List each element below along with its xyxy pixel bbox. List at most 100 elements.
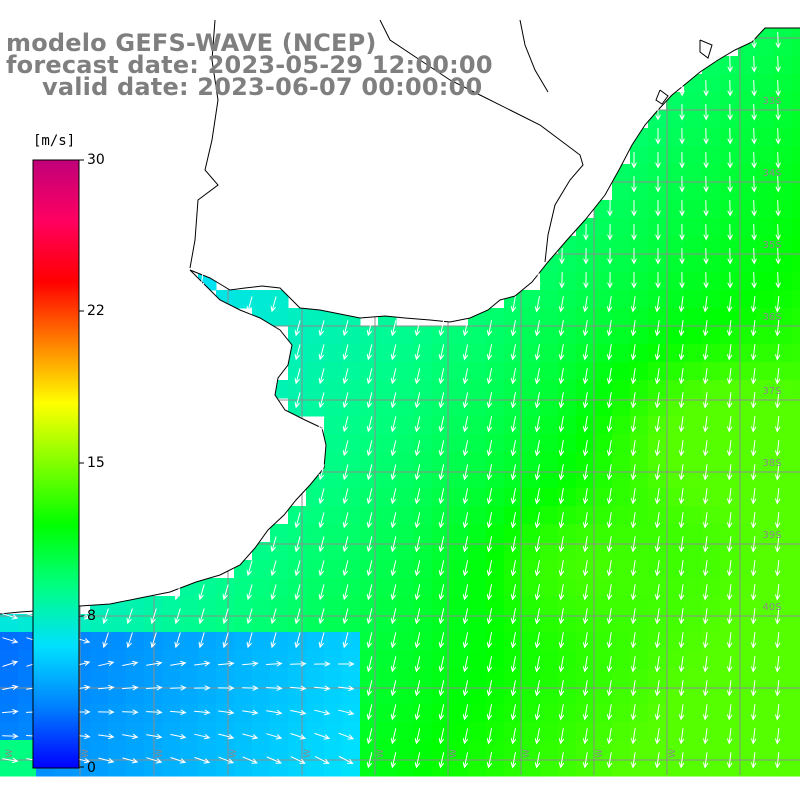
wind-arrow <box>486 488 492 505</box>
wind-speed-cell <box>648 164 667 183</box>
wind-speed-cell <box>198 740 217 759</box>
wind-arrow <box>655 224 661 241</box>
wind-arrow <box>242 709 259 716</box>
wind-speed-cell <box>702 110 721 129</box>
wind-speed-cell <box>324 398 343 417</box>
wind-speed-cell <box>396 398 415 417</box>
wind-speed-cell <box>450 668 469 687</box>
wind-speed-cell <box>702 146 721 165</box>
wind-speed-cell <box>720 164 739 183</box>
wind-speed-cell <box>576 578 595 597</box>
wind-speed-cell <box>630 650 649 669</box>
wind-arrow <box>126 608 133 625</box>
wind-speed-cell <box>684 164 703 183</box>
wind-arrow <box>630 704 637 721</box>
wind-speed-cell <box>180 668 199 687</box>
wind-speed-cell <box>666 650 685 669</box>
wind-arrow <box>775 608 781 625</box>
wind-speed-cell <box>756 308 775 327</box>
wind-speed-cell <box>450 506 469 525</box>
wind-speed-cell <box>414 380 433 399</box>
wind-speed-cell <box>486 308 505 327</box>
wind-arrow <box>2 757 19 764</box>
wind-speed-cell <box>792 20 800 39</box>
wind-speed-cell <box>612 596 631 615</box>
wind-arrow <box>727 656 733 673</box>
wind-speed-cell <box>630 218 649 237</box>
wind-arrow <box>703 176 709 193</box>
lagoon-line <box>655 89 669 105</box>
wind-speed-cell <box>540 596 559 615</box>
wind-speed-cell <box>306 326 325 345</box>
wind-speed-cell <box>594 236 613 255</box>
wind-speed-cell <box>144 668 163 687</box>
wind-arrow <box>174 632 181 649</box>
wind-arrow <box>534 632 541 649</box>
wind-speed-cell <box>468 578 487 597</box>
wind-arrow <box>654 416 661 433</box>
wind-speed-cell <box>486 740 505 759</box>
wind-speed-cell <box>558 362 577 381</box>
wind-arrow <box>751 368 757 385</box>
wind-speed-cell <box>432 686 451 705</box>
wind-speed-cell <box>648 560 667 579</box>
wind-speed-cell <box>180 650 199 669</box>
wind-speed-cell <box>468 398 487 417</box>
wind-speed-cell <box>378 362 397 381</box>
wind-speed-cell <box>486 452 505 471</box>
wind-speed-cell <box>684 362 703 381</box>
wind-speed-cell <box>756 398 775 417</box>
wind-speed-cell <box>594 290 613 309</box>
wind-speed-cell <box>234 578 253 597</box>
wind-arrow <box>727 488 733 505</box>
wind-speed-cell <box>144 686 163 705</box>
wind-arrow <box>703 128 709 145</box>
wind-arrow <box>630 440 637 457</box>
wind-speed-cell <box>684 110 703 129</box>
wind-speed-cell <box>720 488 739 507</box>
wind-speed-cell <box>324 470 343 489</box>
wind-speed-cell <box>792 362 800 381</box>
wind-speed-cell <box>324 578 343 597</box>
wind-arrow <box>558 728 565 745</box>
wind-arrow <box>678 632 685 649</box>
wind-speed-cell <box>540 560 559 579</box>
wind-arrow <box>606 464 613 481</box>
wind-arrow <box>314 756 330 764</box>
wind-speed-cell <box>666 704 685 723</box>
wind-speed-cell <box>720 92 739 111</box>
wind-speed-cell <box>576 560 595 579</box>
wind-speed-cell <box>126 650 145 669</box>
wind-speed-cell <box>18 632 37 651</box>
wind-speed-cell <box>18 758 37 777</box>
wind-arrow <box>703 464 709 481</box>
wind-arrow <box>318 416 325 433</box>
wind-speed-cell <box>738 92 757 111</box>
wind-speed-cell <box>540 470 559 489</box>
wind-speed-cell <box>630 272 649 291</box>
wind-speed-cell <box>702 434 721 453</box>
wind-arrow <box>270 560 277 577</box>
wind-arrow <box>266 685 283 691</box>
wind-speed-cell <box>162 758 181 777</box>
wind-speed-cell <box>234 722 253 741</box>
wind-arrow <box>510 512 517 529</box>
wind-arrow <box>582 536 589 553</box>
wind-arrow <box>606 296 613 313</box>
wind-speed-cell <box>558 650 577 669</box>
wind-arrow <box>654 584 661 601</box>
wind-arrow <box>222 584 229 601</box>
wind-arrow <box>98 685 115 691</box>
wind-speed-cell <box>756 344 775 363</box>
wind-speed-cell <box>396 650 415 669</box>
wind-speed-cell <box>738 218 757 237</box>
wind-speed-cell <box>396 578 415 597</box>
wind-arrow <box>366 752 373 769</box>
wind-arrow <box>630 584 637 601</box>
wind-arrow <box>510 584 517 601</box>
wind-arrow <box>150 632 157 649</box>
wind-arrow <box>318 464 325 481</box>
wind-arrow <box>414 656 421 673</box>
wind-speed-cell <box>684 128 703 147</box>
wind-arrow <box>654 344 661 361</box>
